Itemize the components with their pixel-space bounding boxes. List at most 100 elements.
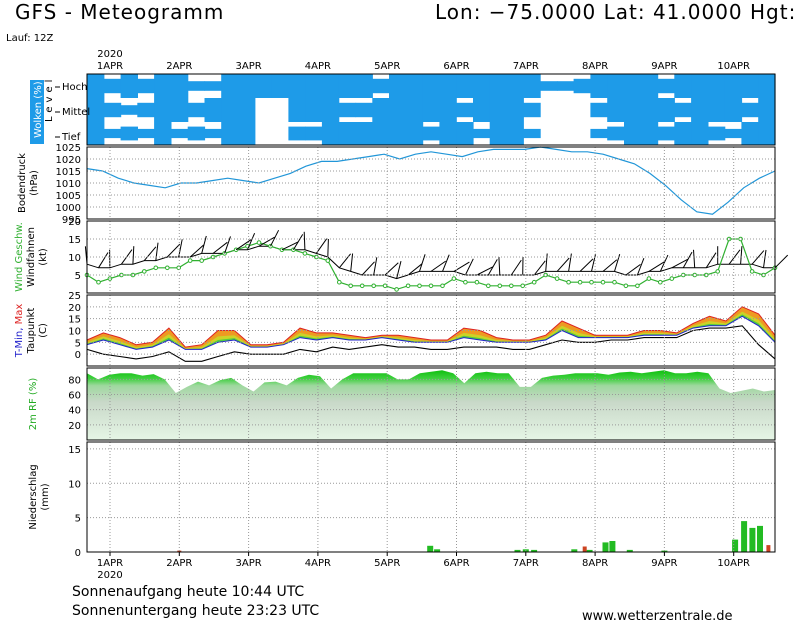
precip-bar xyxy=(609,541,616,552)
cloud-cell-hoch xyxy=(372,78,390,94)
cloud-cell-hoch xyxy=(640,74,659,98)
wind-barb xyxy=(579,258,594,272)
sunrise-text: Sonnenaufgang heute 10:44 UTC xyxy=(72,584,305,600)
cloud-cell-tief xyxy=(154,122,172,145)
wind-barb xyxy=(98,252,109,269)
cloud-cell-tief xyxy=(305,126,323,141)
cloud-cell-mittel xyxy=(439,98,457,122)
date-label-top: 9APR xyxy=(651,61,677,72)
cloud-cell-tief xyxy=(691,122,709,145)
wind-speed-point xyxy=(165,265,170,271)
website-link[interactable]: www.wetterzentrale.de xyxy=(582,609,733,624)
wind-speed-point xyxy=(520,283,526,289)
wind-barb xyxy=(384,262,399,276)
date-label-bottom: 4APR xyxy=(305,558,331,569)
wind-barb xyxy=(419,254,426,272)
wind-barb xyxy=(143,246,157,261)
date-label-bottom: 1APR xyxy=(97,558,123,569)
precip-axis-label: Niederschlag xyxy=(28,464,39,529)
pressure-tick-label: 1005 xyxy=(56,191,81,202)
cloud-cell-hoch xyxy=(556,81,575,91)
wind-speed-point xyxy=(612,279,617,285)
wind-speed-point xyxy=(577,279,583,285)
wind-barb xyxy=(338,253,351,269)
pressure-line xyxy=(86,146,776,215)
cloud-cell-mittel xyxy=(372,98,390,122)
wind-tick-label: 5 xyxy=(75,271,81,282)
wind-barb xyxy=(361,261,375,276)
cloud-cell-mittel xyxy=(238,98,256,122)
cloud-cell-hoch xyxy=(271,74,289,98)
wind-speed-point xyxy=(325,258,331,263)
humidity-tick-label: 60 xyxy=(68,391,81,402)
cloud-cell-hoch xyxy=(238,74,256,98)
precip-bar xyxy=(514,549,521,552)
cloud-cell-mittel xyxy=(506,98,524,122)
cloud-cell-tief xyxy=(422,126,440,141)
wind-speed-point xyxy=(256,240,262,245)
date-label-bottom: 9APR xyxy=(651,558,677,569)
wind-speed-point xyxy=(600,279,606,285)
precip-bar xyxy=(749,527,756,552)
precip-conv-bar xyxy=(177,550,182,552)
cloud-cell-mittel xyxy=(691,98,709,122)
cloud-cell-tief xyxy=(607,126,625,141)
temp-panel-frame xyxy=(86,294,776,367)
precip-bar xyxy=(434,549,441,553)
cloud-cell-hoch xyxy=(137,78,155,94)
precip-bar xyxy=(586,549,593,552)
wind-speed-point xyxy=(176,265,181,271)
cloud-cell-hoch xyxy=(254,74,273,98)
cloud-cell-mittel xyxy=(338,102,357,118)
cloud-cell-mittel xyxy=(523,102,541,118)
precip-axis-label: (mm) xyxy=(40,483,51,510)
cloud-cell-tief xyxy=(523,128,541,139)
cloud-cell-hoch xyxy=(523,74,541,98)
temp-tick-label: 5 xyxy=(75,338,81,349)
temp-band-max xyxy=(87,306,775,350)
date-label-top: 2APR xyxy=(166,61,192,72)
wind-speed-point xyxy=(531,279,537,285)
wind-speed-point xyxy=(187,258,193,263)
temp-axis-label: Taupunkt xyxy=(26,308,37,355)
pressure-tick-label: 1025 xyxy=(56,143,81,154)
cloud-cell-hoch xyxy=(674,74,692,98)
cloud-cell-mittel xyxy=(640,98,659,122)
temp-tick-label: 10 xyxy=(68,327,81,338)
cloud-panel-frame xyxy=(86,73,776,146)
pressure-tick-label: 1000 xyxy=(56,203,81,214)
precip-bar xyxy=(427,545,434,552)
cloud-cell-mittel xyxy=(355,102,373,118)
precip-bar xyxy=(757,525,763,552)
wind-barb xyxy=(224,236,231,254)
cloud-cell-mittel xyxy=(120,105,138,115)
cloud-cell-hoch xyxy=(154,74,172,98)
precip-tick-label: 10 xyxy=(68,479,81,490)
cloud-cell-hoch xyxy=(321,74,340,98)
cloud-cell-hoch xyxy=(389,74,407,98)
wind-barb xyxy=(476,266,494,276)
wind-speed-point xyxy=(635,283,640,289)
wind-tick-label: 15 xyxy=(68,235,81,246)
cloud-cell-tief xyxy=(439,122,457,145)
date-label-top: 7APR xyxy=(513,61,539,72)
wind-tick-label: 20 xyxy=(68,217,81,228)
year-label-top: 2020 xyxy=(97,49,122,60)
cloud-cell-hoch xyxy=(204,81,222,91)
cloud-cell-hoch xyxy=(187,81,206,91)
cloud-label-box xyxy=(30,80,44,144)
wind-speed-point xyxy=(554,276,560,281)
pressure-tick-label: 995 xyxy=(62,215,81,226)
wind-barb xyxy=(258,236,275,247)
cloud-cell-hoch xyxy=(506,74,524,98)
wind-barb xyxy=(396,260,402,279)
cloud-level-tief: Tief xyxy=(61,132,81,143)
wind-speed-point xyxy=(566,279,571,285)
cloud-cell-tief xyxy=(724,128,743,139)
wind-speed-point xyxy=(405,283,411,289)
precip-tick-label: 0 xyxy=(75,548,81,559)
year-label-bottom: 2020 xyxy=(97,570,122,581)
wind-speed-point xyxy=(669,276,675,281)
wind-barb xyxy=(568,253,572,272)
wind-speed-line xyxy=(86,238,776,291)
